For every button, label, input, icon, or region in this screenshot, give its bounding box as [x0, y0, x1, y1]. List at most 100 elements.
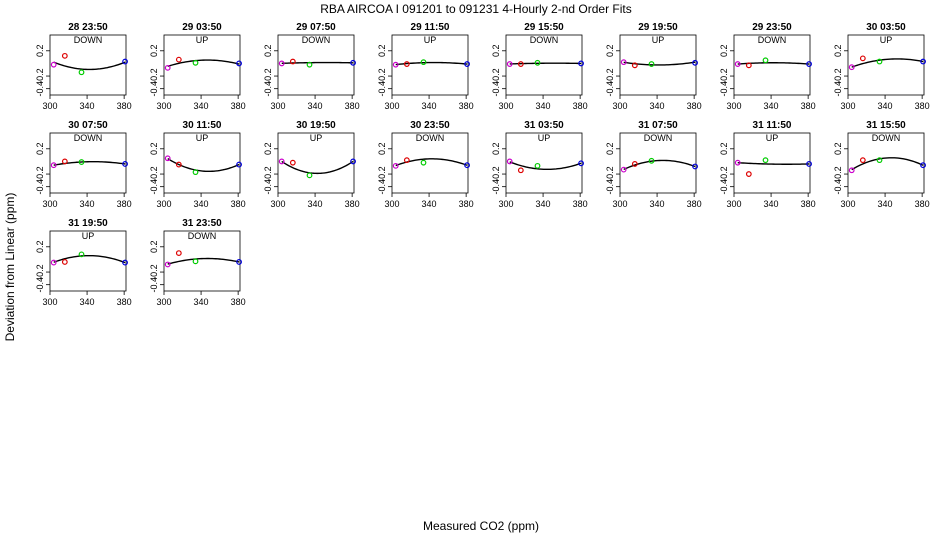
x-tick-label: 300 — [156, 101, 171, 111]
y-tick-label: 0.2 — [377, 143, 387, 156]
panel-direction: DOWN — [74, 35, 103, 45]
x-tick-label: 380 — [117, 101, 132, 111]
x-tick-label: 340 — [650, 199, 665, 209]
data-point — [192, 59, 199, 66]
y-tick-label: -0.4 — [377, 81, 387, 97]
fit-curve — [623, 159, 696, 171]
data-point — [122, 161, 128, 167]
y-tick-label: -0.4 — [35, 179, 45, 195]
x-tick-label: 380 — [915, 199, 930, 209]
y-tick-label: -0.4 — [263, 81, 273, 97]
x-tick-label: 380 — [459, 199, 474, 209]
data-point — [517, 167, 524, 174]
data-point — [278, 60, 285, 67]
x-tick-label: 340 — [536, 199, 551, 209]
y-tick-label: -0.4 — [35, 277, 45, 293]
x-tick-label: 380 — [231, 297, 246, 307]
panel-title: 31 19:50 — [68, 218, 108, 229]
panel: 30 23:50 DOWN 0.2 -0.2-0.4 300 340 380 — [377, 120, 474, 209]
panel-title: 29 03:50 — [182, 22, 222, 33]
data-point — [762, 57, 769, 64]
panel-direction: UP — [880, 35, 893, 45]
panel-direction: DOWN — [644, 133, 673, 143]
y-tick-label: -0.2 — [35, 166, 45, 182]
data-point — [534, 162, 541, 169]
data-point — [392, 162, 399, 169]
y-tick-label: -0.2 — [35, 264, 45, 280]
x-tick-label: 340 — [878, 199, 893, 209]
x-tick-label: 340 — [650, 101, 665, 111]
panel: 29 11:50 UP 0.2 -0.2-0.4 300 340 380 — [377, 22, 474, 111]
data-point — [506, 158, 513, 165]
panel-title: 31 15:50 — [866, 120, 906, 131]
x-tick-label: 300 — [42, 297, 57, 307]
data-point — [164, 155, 171, 162]
panel: 29 07:50 DOWN 0.2 -0.2-0.4 300 340 380 — [263, 22, 360, 111]
plot-frame — [619, 132, 697, 194]
y-tick-label: -0.2 — [833, 166, 843, 182]
x-axis-label: Measured CO2 (ppm) — [423, 519, 539, 533]
panel-title: 29 23:50 — [752, 22, 792, 33]
fit-curve — [509, 161, 582, 171]
panel-direction: UP — [310, 133, 323, 143]
data-point — [631, 62, 638, 69]
x-tick-label: 340 — [80, 199, 95, 209]
x-tick-label: 340 — [536, 101, 551, 111]
data-point — [578, 60, 584, 67]
data-point — [420, 159, 427, 166]
y-tick-label: -0.2 — [719, 68, 729, 84]
panel: 31 11:50 UP 0.2 -0.2-0.4 300 340 380 — [719, 120, 816, 209]
x-tick-label: 340 — [194, 199, 209, 209]
y-tick-label: 0.2 — [263, 45, 273, 58]
data-point — [403, 157, 410, 164]
y-tick-label: 0.2 — [491, 143, 501, 156]
y-tick-label: -0.4 — [605, 81, 615, 97]
y-tick-label: 0.2 — [35, 45, 45, 58]
x-tick-label: 300 — [384, 199, 399, 209]
x-tick-label: 340 — [80, 101, 95, 111]
fit-curve — [167, 158, 240, 173]
data-point — [734, 61, 741, 67]
panel: 31 23:50 DOWN 0.2 -0.2-0.4 300 340 380 — [149, 218, 246, 307]
x-tick-label: 300 — [384, 101, 399, 111]
y-tick-label: -0.4 — [605, 179, 615, 195]
fit-curve — [53, 254, 126, 264]
x-tick-label: 300 — [726, 101, 741, 111]
fit-curve — [737, 161, 810, 165]
x-tick-label: 340 — [194, 297, 209, 307]
data-point — [122, 58, 128, 65]
data-point — [192, 258, 199, 265]
y-tick-label: -0.4 — [491, 81, 501, 97]
data-point — [236, 60, 242, 67]
panel-title: 31 03:50 — [524, 120, 564, 131]
y-tick-label: -0.2 — [833, 68, 843, 84]
panel-direction: DOWN — [302, 35, 331, 45]
panel: 29 03:50 UP 0.2 -0.2-0.4 300 340 380 — [149, 22, 246, 111]
y-tick-label: -0.4 — [149, 81, 159, 97]
plot-frame — [163, 230, 241, 292]
data-point — [506, 61, 513, 67]
data-point — [859, 157, 866, 164]
y-tick-label: 0.2 — [149, 143, 159, 156]
panel: 29 15:50 DOWN 0.2 -0.2-0.4 300 340 380 — [491, 22, 588, 111]
y-tick-label: -0.2 — [263, 166, 273, 182]
y-tick-label: -0.4 — [719, 81, 729, 97]
data-point — [50, 259, 57, 266]
y-tick-label: -0.2 — [377, 68, 387, 84]
data-point — [350, 158, 356, 165]
x-tick-label: 380 — [801, 199, 816, 209]
y-tick-label: -0.4 — [719, 179, 729, 195]
y-axis-label: Deviation from Linear (ppm) — [3, 193, 17, 342]
y-tick-label: 0.2 — [833, 45, 843, 58]
y-tick-label: 0.2 — [491, 45, 501, 58]
data-point — [876, 58, 883, 65]
data-point — [236, 259, 242, 265]
panel-direction: UP — [766, 133, 779, 143]
data-point — [278, 158, 285, 165]
data-point — [734, 159, 741, 166]
plot-frame — [733, 132, 811, 194]
panel: 30 11:50 UP 0.2 -0.2-0.4 300 340 380 — [149, 120, 246, 209]
x-tick-label: 300 — [270, 199, 285, 209]
data-point — [762, 157, 769, 164]
